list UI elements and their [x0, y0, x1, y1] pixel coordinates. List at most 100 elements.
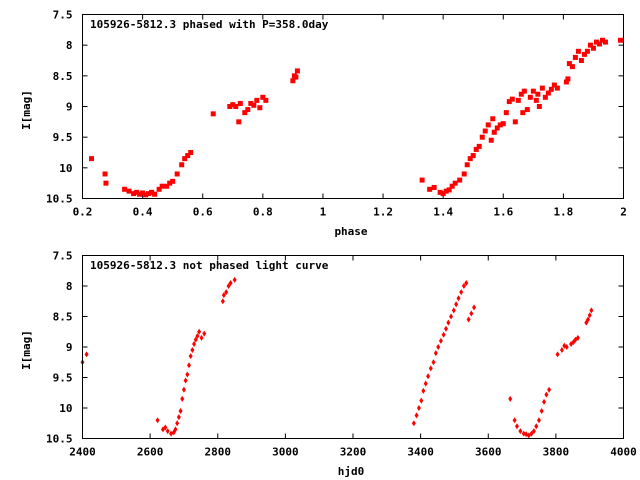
unphased-plot-x-label: hjd0 — [338, 465, 365, 478]
unphased-plot-y-ticks: 7.5 8 8.5 9 9.5 10 10.5 — [46, 250, 624, 446]
unphased-plot-data-point — [232, 276, 237, 283]
phased-plot-data-point — [467, 156, 473, 162]
unphased-plot-y-tick-label: 10 — [59, 402, 72, 415]
phased-plot-data-point — [251, 102, 257, 108]
phased-plot-data-point — [102, 171, 108, 177]
phased-plot-x-label: phase — [334, 225, 367, 238]
phased-plot-data-point — [521, 88, 527, 94]
unphased-plot-data-point — [559, 347, 564, 354]
unphased-plot-x-tick-label: 3000 — [272, 446, 299, 459]
phased-plot-x-tick-label: 1.8 — [553, 206, 573, 219]
unphased-plot-data-point — [195, 333, 200, 340]
phased-plot-data-point — [518, 91, 524, 97]
phased-plot-data-point — [512, 119, 518, 125]
unphased-plot-y-tick-label: 8.5 — [53, 311, 73, 324]
phased-plot-data-point — [500, 121, 506, 127]
phased-plot-data-point — [131, 191, 137, 197]
phased-plot-data-point — [520, 110, 526, 116]
phased-plot-data-point — [242, 110, 248, 116]
phased-plot-data-point — [617, 37, 623, 43]
phased-plot-data-point — [587, 42, 593, 48]
phased-plot-data-point — [236, 119, 242, 125]
unphased-plot-data-point — [438, 337, 443, 344]
phased-plot-data-point — [156, 186, 162, 192]
phased-plot-data-point — [449, 183, 455, 189]
unphased-plot-data-point — [165, 428, 170, 435]
phased-plot-data-point — [485, 122, 491, 128]
unphased-plot-data-point — [197, 328, 202, 335]
phased-plot-data-point — [159, 183, 165, 189]
unphased-plot-data-point — [454, 301, 459, 308]
phased-plot-data-point — [248, 100, 254, 106]
phased-plot-data-point — [491, 129, 497, 135]
phased-plot-data-point — [149, 189, 155, 195]
unphased-plot-data-point — [414, 412, 419, 419]
phased-plot-data-point — [446, 187, 452, 193]
phased-plot-data-point — [164, 183, 170, 189]
unphased-plot-data-point — [575, 334, 580, 341]
unphased-plot-data-point — [449, 313, 454, 320]
unphased-plot-data-point — [221, 292, 226, 299]
unphased-plot-data-point — [443, 325, 448, 332]
phased-plot-data-point — [427, 186, 433, 192]
unphased-plot-x-tick-label: 3400 — [407, 446, 434, 459]
phased-plot-y-tick-label: 7.5 — [53, 9, 73, 22]
phased-plot-frame — [82, 14, 624, 199]
unphased-plot-data-point — [451, 307, 456, 314]
phased-plot-data-point — [554, 85, 560, 91]
phased-plot-data-point — [599, 37, 605, 43]
unphased-plot-points — [80, 276, 594, 439]
unphased-plot-data-point — [173, 426, 178, 433]
unphased-plot-data-point — [181, 386, 186, 393]
unphased-plot-data-point — [155, 417, 160, 424]
unphased-plot-data-point — [564, 344, 569, 350]
unphased-plot-data-point — [539, 408, 544, 415]
phased-plot-data-point — [103, 180, 109, 186]
phased-plot-x-tick-label: 1.6 — [493, 206, 513, 219]
unphased-plot-title: 105926-5812.3 not phased light curve — [90, 259, 329, 272]
unphased-plot-data-point — [220, 298, 225, 305]
phased-plot-data-point — [122, 186, 128, 192]
unphased-plot-data-point — [446, 319, 451, 326]
phased-plot-data-point — [572, 54, 578, 60]
phased-plot-y-label: I[mag] — [20, 90, 33, 130]
phased-plot-data-point — [527, 94, 533, 100]
phased-plot-data-point — [566, 61, 572, 67]
unphased-plot-data-point — [555, 351, 560, 358]
unphased-plot-data-point — [163, 424, 168, 431]
phased-plot-data-point — [515, 97, 521, 103]
phased-plot-data-point — [470, 153, 476, 159]
phased-plot-data-point — [539, 85, 545, 91]
unphased-plot-y-label: I[mag] — [20, 330, 33, 370]
phased-plot-x-tick-label: 2 — [620, 206, 627, 219]
phased-plot-title: 105926-5812.3 phased with P=358.0day — [90, 18, 329, 31]
phased-plot-data-point — [575, 48, 581, 54]
unphased-plot-y-tick-label: 7.5 — [53, 250, 73, 263]
phased-plot-points — [89, 37, 623, 198]
unphased-plot-data-point — [441, 331, 446, 338]
phased-plot-data-point — [482, 128, 488, 134]
unphased-plot-x-tick-label: 3200 — [340, 446, 367, 459]
phased-plot-x-tick-label: 0.6 — [193, 206, 213, 219]
unphased-plot-data-point — [202, 330, 207, 337]
phased-plot-data-point — [294, 68, 300, 74]
unphased-plot-data-point — [428, 365, 433, 372]
phased-plot-data-point — [185, 153, 191, 159]
unphased-plot-x-tick-label: 2800 — [205, 446, 232, 459]
unphased-plot-data-point — [547, 386, 552, 393]
unphased-plot-x-ticks: 2400 2600 2800 3000 3200 3400 3600 3800 4000 — [69, 255, 637, 459]
unphased-plot-data-point — [419, 397, 424, 404]
phased-plot-x-ticks: 0.2 0.4 0.6 0.8 1 1.2 1.4 1.6 1.8 2 — [73, 14, 627, 219]
phased-plot-data-point — [497, 122, 503, 128]
unphased-plot-x-tick-label: 2400 — [69, 446, 96, 459]
unphased-plot-data-point — [585, 316, 590, 323]
phased-plot-data-point — [167, 180, 173, 186]
unphased-plot-data-point — [426, 373, 431, 380]
phased-plot-data-point — [464, 162, 470, 168]
phased-plot-y-tick-label: 10.5 — [46, 193, 73, 206]
phased-plot-data-point — [143, 192, 149, 198]
phased-plot-data-point — [590, 45, 596, 51]
phased-plot-data-point — [260, 94, 266, 100]
phased-plot-data-point — [443, 188, 449, 194]
